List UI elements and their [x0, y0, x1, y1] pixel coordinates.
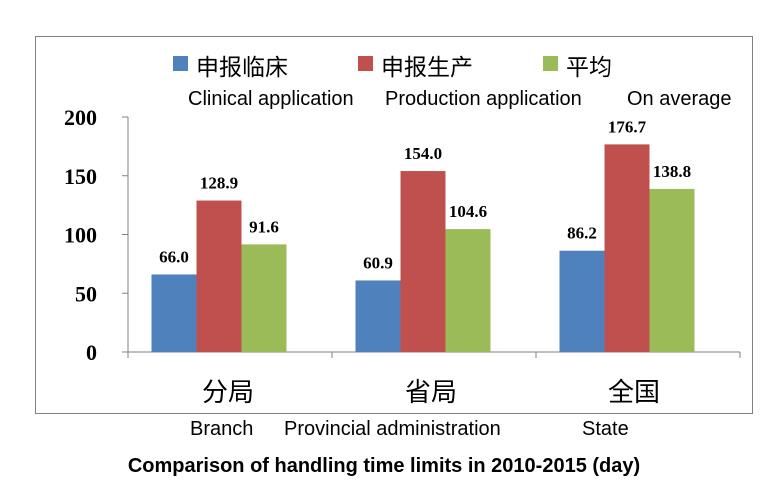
bar-average [445, 229, 491, 352]
legend-en-average: On average [627, 88, 732, 110]
category-en-state: State [582, 418, 629, 440]
data-label-clinical: 86.2 [567, 224, 597, 243]
bar-production [196, 200, 242, 352]
data-label-clinical: 60.9 [363, 253, 393, 272]
category-en-province: Provincial administration [284, 418, 501, 440]
legend-label-production: 申报生产 [381, 55, 473, 81]
bar-clinical [151, 274, 197, 352]
legend-swatch-average [543, 56, 558, 71]
legend-label-average: 平均 [566, 55, 612, 81]
data-label-clinical: 66.0 [159, 247, 189, 266]
legend-swatch-clinical [173, 56, 188, 71]
category-label-state: 全国 [608, 378, 661, 408]
bar-clinical [355, 280, 401, 352]
data-label-production: 176.7 [608, 117, 647, 136]
category-label-province: 省局 [405, 378, 458, 408]
bar-clinical [559, 250, 605, 352]
data-label-production: 154.0 [404, 144, 442, 163]
data-label-average: 104.6 [449, 202, 487, 221]
legend-en-clinical: Clinical application [188, 88, 354, 110]
bar-average [241, 244, 287, 352]
category-en-branch: Branch [190, 418, 254, 440]
legend-en-production: Production application [385, 88, 582, 110]
data-label-production: 128.9 [200, 174, 238, 193]
chart-caption: Comparison of handling time limits in 20… [127, 455, 641, 477]
y-tick-label: 150 [64, 164, 97, 189]
bar-average [649, 188, 695, 352]
y-tick-label: 50 [75, 281, 97, 306]
category-label-branch: 分局 [202, 378, 255, 408]
bar-production [604, 144, 650, 352]
y-tick-label: 200 [64, 105, 97, 130]
chart-frame [35, 36, 753, 414]
legend-label-clinical: 申报临床 [196, 55, 288, 81]
y-tick-label: 100 [64, 223, 97, 248]
data-label-average: 91.6 [249, 217, 279, 236]
bar-production [400, 171, 446, 352]
y-tick-label: 0 [86, 340, 97, 365]
legend-swatch-production [358, 56, 373, 71]
data-label-average: 138.8 [653, 162, 691, 181]
